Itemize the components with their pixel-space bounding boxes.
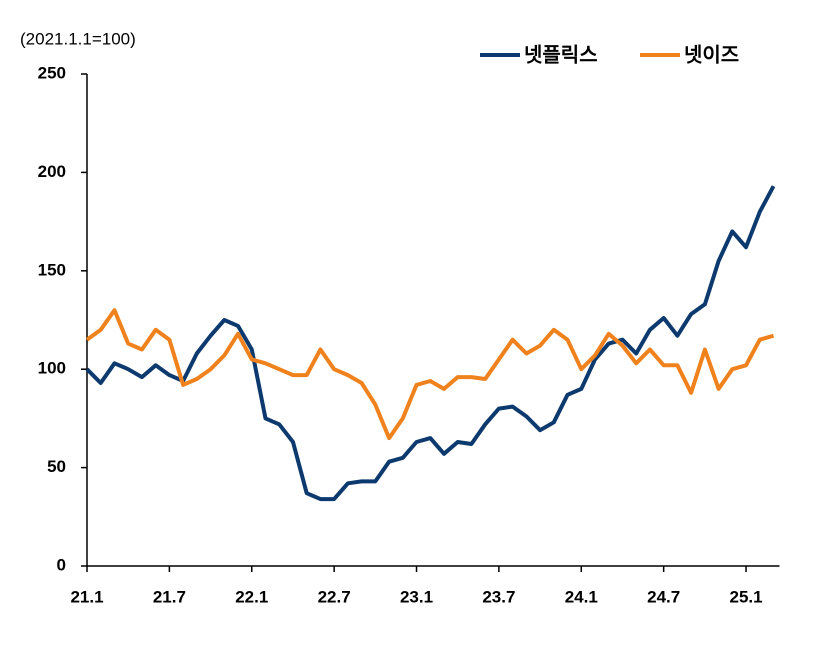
x-tick-label: 21.7 (153, 587, 186, 606)
x-tick-label: 23.1 (400, 587, 433, 606)
y-tick-label: 150 (38, 260, 66, 279)
x-tick-label: 24.1 (565, 587, 598, 606)
subtitle: (2021.1.1=100) (20, 29, 136, 48)
y-tick-label: 200 (38, 162, 66, 181)
line (85, 308, 775, 441)
y-tick-label: 100 (38, 359, 66, 378)
x-tick-label: 25.1 (729, 587, 762, 606)
y-tick-label: 0 (57, 555, 66, 574)
legend-label: 넷플릭스 (524, 43, 598, 66)
x-tick-label: 22.1 (235, 587, 268, 606)
x-tick-label: 24.7 (647, 587, 680, 606)
x-tick-label: 23.7 (482, 587, 515, 606)
line (85, 185, 776, 502)
y-tick-label: 50 (47, 457, 66, 476)
x-tick-label: 21.1 (70, 587, 103, 606)
legend-label: 넷이즈 (684, 43, 739, 66)
y-tick-label: 250 (38, 63, 66, 82)
x-tick-label: 22.7 (318, 587, 351, 606)
